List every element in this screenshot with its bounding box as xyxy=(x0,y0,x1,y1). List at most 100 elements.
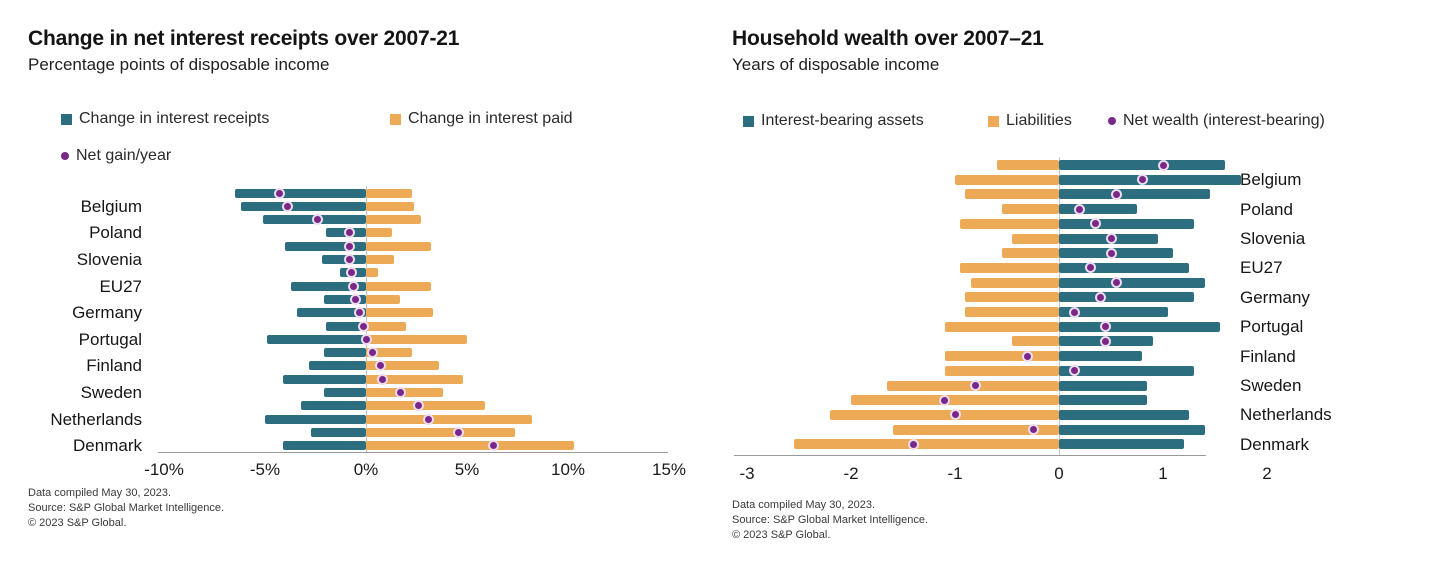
bar-paid xyxy=(366,348,413,358)
dot-net xyxy=(348,280,360,292)
bar-liabilities xyxy=(960,218,1059,229)
dot-net xyxy=(346,267,358,279)
dot-net xyxy=(273,187,285,199)
bar-paid xyxy=(366,268,379,278)
dot-net xyxy=(423,413,435,425)
dot-net xyxy=(374,360,386,372)
bar-paid xyxy=(366,401,486,411)
country-label: Finland xyxy=(1240,346,1296,366)
legend-item: Change in interest paid xyxy=(390,109,573,129)
legend-dot-icon xyxy=(1108,117,1116,125)
bar-liabilities xyxy=(892,424,1059,435)
country-label: Poland xyxy=(89,223,142,243)
axis-tick-label: 2 xyxy=(1262,464,1272,483)
axis-tick-label: 0 xyxy=(1054,464,1064,483)
dot-net xyxy=(394,387,406,398)
dot-net xyxy=(487,440,499,452)
bar-liabilities xyxy=(1001,248,1059,259)
axis-tick-label: 10% xyxy=(550,460,586,479)
left-chart-panel: Change in net interest receipts over 200… xyxy=(28,27,687,529)
bar-assets xyxy=(1059,174,1241,185)
bar-receipts xyxy=(311,427,366,437)
bar-paid xyxy=(366,201,415,211)
zero-gridline xyxy=(366,186,367,452)
right-chart-panel: Household wealth over 2007–21 Years of d… xyxy=(716,0,1432,564)
x-axis-line xyxy=(158,452,668,453)
dot-net xyxy=(376,373,388,385)
bar-paid xyxy=(366,374,463,384)
footnote-line: Source: S&P Global Market Intelligence. xyxy=(732,514,929,526)
country-label: Germany xyxy=(72,303,142,323)
bar-liabilities xyxy=(1001,204,1059,215)
page-title: Change in net interest receipts over 200… xyxy=(28,27,460,51)
dot-net xyxy=(1100,335,1112,347)
dot-net xyxy=(344,240,356,252)
footnote-line: © 2023 S&P Global. xyxy=(732,529,831,541)
zero-gridline xyxy=(1059,157,1060,455)
bar-liabilities xyxy=(1012,336,1059,347)
country-label: EU27 xyxy=(1240,258,1283,278)
bar-receipts xyxy=(325,321,366,331)
bar-assets xyxy=(1059,262,1189,273)
bar-liabilities xyxy=(1012,233,1059,244)
bar-assets xyxy=(1059,307,1169,317)
bar-liabilities xyxy=(996,160,1059,170)
dot-net xyxy=(366,347,378,359)
bar-receipts xyxy=(234,188,366,198)
bar-assets xyxy=(1059,189,1210,200)
country-label: Belgium xyxy=(80,196,142,216)
chart-subtitle: Percentage points of disposable income xyxy=(28,55,330,74)
bar-paid xyxy=(366,321,407,331)
bar-receipts xyxy=(309,361,366,371)
dot-net xyxy=(358,320,370,332)
dot-net xyxy=(1074,203,1086,215)
bar-liabilities xyxy=(955,174,1059,185)
bar-receipts xyxy=(285,241,366,251)
axis-tick-label: -5% xyxy=(249,460,281,479)
country-label: Belgium xyxy=(1240,170,1302,190)
dot-net xyxy=(1105,233,1117,244)
bar-paid xyxy=(366,361,439,371)
bar-receipts xyxy=(297,308,366,318)
country-label: Finland xyxy=(86,356,142,376)
bar-paid xyxy=(366,441,575,451)
bar-receipts xyxy=(283,374,366,384)
bar-paid xyxy=(366,255,395,264)
dot-net xyxy=(970,380,982,391)
bar-liabilities xyxy=(970,277,1059,288)
footnote-line: © 2023 S&P Global. xyxy=(28,517,127,529)
axis-tick-label: -10% xyxy=(144,460,184,479)
legend-label: Net gain/year xyxy=(76,147,172,164)
x-axis-line xyxy=(734,455,1206,456)
axis-tick-label: 1 xyxy=(1158,464,1168,483)
dot-net xyxy=(354,307,366,319)
axis-tick-label: 15% xyxy=(651,460,687,479)
country-label: Denmark xyxy=(1240,434,1309,454)
legend-item: Interest-bearing assets xyxy=(743,111,924,131)
bar-liabilities xyxy=(944,321,1059,332)
legend-square-icon xyxy=(61,113,72,125)
legend-item: Liabilities xyxy=(988,111,1072,131)
bar-paid xyxy=(366,414,532,424)
bar-assets xyxy=(1059,424,1205,435)
dot-net xyxy=(1084,262,1096,274)
bar-assets xyxy=(1059,380,1148,391)
footnote-line: Source: S&P Global Market Intelligence. xyxy=(28,502,225,514)
country-label: Portugal xyxy=(1240,317,1304,337)
dot-net xyxy=(344,227,356,239)
bar-assets xyxy=(1059,395,1148,406)
bar-receipts xyxy=(283,441,366,451)
bar-receipts xyxy=(321,255,366,264)
bar-assets xyxy=(1059,321,1221,332)
country-label: Denmark xyxy=(73,436,142,456)
country-label: EU27 xyxy=(99,276,142,296)
legend-dot-icon xyxy=(61,152,69,160)
bar-receipts xyxy=(265,414,366,424)
bar-paid xyxy=(366,228,393,238)
bar-assets xyxy=(1059,292,1195,303)
dot-net xyxy=(1110,277,1122,289)
legend-item: Net gain/year xyxy=(61,146,171,166)
bar-liabilities xyxy=(944,365,1059,376)
legend-item: Change in interest receipts xyxy=(61,109,269,129)
bar-receipts xyxy=(323,348,366,358)
